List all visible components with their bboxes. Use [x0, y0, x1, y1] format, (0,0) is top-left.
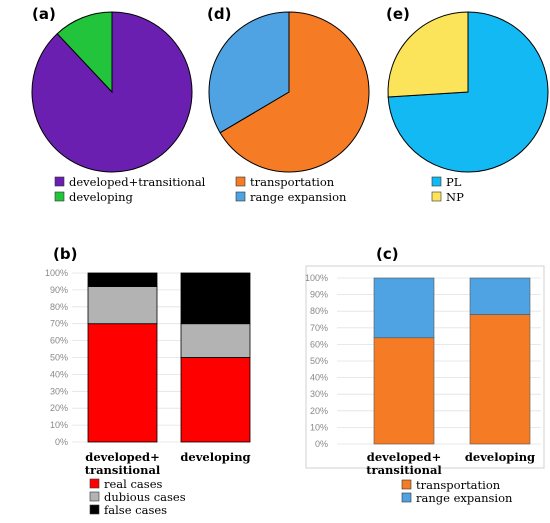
pie-d-slice-0 — [219, 11, 370, 173]
bar-c-category-label-1: developing — [465, 450, 535, 464]
bar-b-cat0-false-cases — [87, 272, 158, 287]
bar-b-ytick-1: 10% — [50, 420, 68, 430]
pie-e-slice-1 — [387, 11, 469, 98]
bar-b-legend-label-2: false cases — [104, 503, 167, 517]
bar-b-cat1-real-cases — [180, 357, 251, 443]
panel-label-a: (a) — [32, 5, 56, 23]
bar-c-cat1-transportation — [469, 314, 531, 445]
bar-c-ytick-1: 10% — [310, 422, 328, 432]
bar-c-ytick-6: 60% — [310, 339, 328, 349]
pie-d-legend-label-0: transportation — [250, 175, 335, 189]
pie-d-legend-swatch-1 — [235, 191, 246, 202]
pie-e-legend-swatch-0 — [431, 176, 442, 187]
pie-d-slice-1 — [208, 11, 290, 134]
bar-b-legend-swatch-1 — [89, 491, 100, 502]
pie-a-slice-1 — [56, 11, 113, 94]
pie-d-legend-label-1: range expansion — [250, 190, 347, 204]
pie-a-legend-swatch-1 — [54, 191, 65, 202]
pie-a-legend-label-1: developing — [69, 190, 134, 204]
bar-c-cat0-range-expansion — [373, 277, 435, 339]
bar-b-legend-swatch-0 — [89, 478, 100, 489]
bar-b-legend-swatch-2 — [89, 504, 100, 515]
bar-c-ytick-5: 50% — [310, 356, 328, 366]
pie-a-legend-swatch-0 — [54, 176, 65, 187]
bar-c-ytick-9: 90% — [310, 290, 328, 300]
bar-b-ytick-8: 80% — [50, 302, 68, 312]
bar-c-legend-label-0: transportation — [416, 478, 501, 492]
bar-c-ytick-7: 70% — [310, 323, 328, 333]
bar-b-ytick-9: 90% — [50, 285, 68, 295]
bar-c-ytick-8: 80% — [310, 306, 328, 316]
bar-b-ytick-10: 100% — [45, 268, 68, 278]
bar-b-category-label-1: developing — [180, 450, 250, 464]
panel-label-b: (b) — [53, 245, 77, 263]
bar-b-legend-label-1: dubious cases — [104, 490, 186, 504]
panel-label-d: (d) — [207, 5, 231, 23]
bar-c-legend-label-1: range expansion — [416, 491, 513, 505]
pie-d-legend-swatch-0 — [235, 176, 246, 187]
bar-c-ytick-10: 100% — [305, 273, 328, 283]
bar-b-cat1-dubious-cases — [180, 323, 251, 358]
bar-b-ytick-2: 20% — [50, 403, 68, 413]
bar-c-frame — [305, 265, 545, 469]
panel-label-c: (c) — [376, 245, 399, 263]
bar-b-ytick-7: 70% — [50, 319, 68, 329]
bar-c-ytick-2: 20% — [310, 406, 328, 416]
bar-b-cat0-dubious-cases — [87, 286, 158, 325]
bar-c-ytick-0: 0% — [315, 439, 328, 449]
bar-b-category-label-0: developed+ transitional — [85, 450, 161, 477]
bar-chart-c: 0% 10% 20% 30% 40% 50% 60% 70% 80% 90% 100% develop… — [305, 265, 545, 505]
bar-chart-b: 0% 10% 20% 30% 40% 50% 60% 70% 80% 90% 100% develop… — [45, 268, 251, 517]
bar-b-legend-label-0: real cases — [104, 477, 162, 491]
pie-a-legend-label-0: developed+transitional — [69, 175, 206, 189]
bar-c-category-label-0: developed+ transitional — [366, 450, 442, 477]
bar-b-ytick-0: 0% — [55, 437, 68, 447]
pie-e-legend-swatch-1 — [431, 191, 442, 202]
bar-c-cat1-range-expansion — [469, 277, 531, 315]
bar-b-ytick-3: 30% — [50, 386, 68, 396]
pie-e-legend-label-1: NP — [446, 190, 464, 204]
bar-b-cat0-real-cases — [87, 323, 158, 443]
bar-b-cat1-false-cases — [180, 272, 251, 325]
bar-b-ytick-5: 50% — [50, 353, 68, 363]
bar-c-ytick-3: 30% — [310, 389, 328, 399]
bar-c-cat0-transportation — [373, 337, 435, 445]
bar-c-legend-swatch-1 — [401, 492, 412, 503]
bar-b-ytick-6: 60% — [50, 336, 68, 346]
bar-c-legend-swatch-0 — [401, 479, 412, 490]
bar-c-ytick-4: 40% — [310, 373, 328, 383]
panel-label-e: (e) — [386, 5, 410, 23]
bar-b-ytick-4: 40% — [50, 369, 68, 379]
pie-e-legend-label-0: PL — [446, 175, 462, 189]
